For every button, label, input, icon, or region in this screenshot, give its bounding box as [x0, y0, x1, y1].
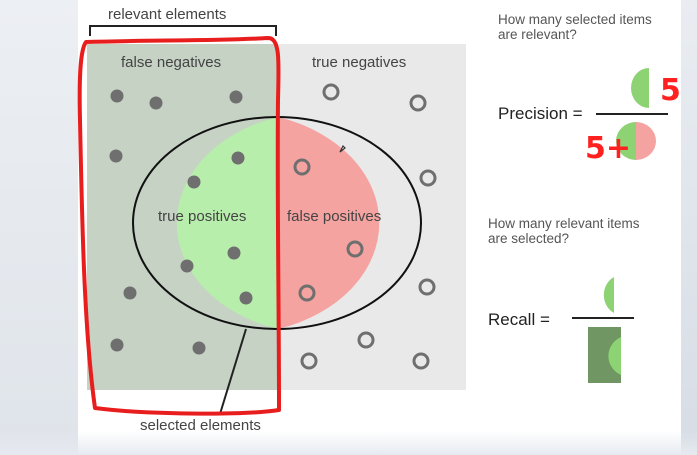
- precision-label: Precision =: [498, 104, 583, 123]
- precision-question: How many selected items are relevant?: [498, 12, 652, 42]
- irrelevant-dot: [300, 352, 318, 370]
- irrelevant-dot: [322, 83, 340, 101]
- background-left-panel: [0, 0, 78, 455]
- false-positives-label: false positives: [287, 208, 382, 225]
- false-negatives-label: false negatives: [121, 54, 222, 71]
- relevant-dot: [192, 341, 206, 355]
- irrelevant-dot: [357, 331, 375, 349]
- precision-denominator-fp: [636, 122, 656, 160]
- precision-annotation-top: 5: [660, 73, 681, 108]
- relevant-elements-label: relevant elements: [108, 6, 227, 23]
- relevant-dot: [231, 151, 245, 165]
- background-right-panel: [681, 0, 697, 455]
- irrelevant-dot: [419, 169, 437, 187]
- relevant-dot: [123, 286, 137, 300]
- relevant-dot: [227, 246, 241, 260]
- red-annotation-outline: [77, 36, 281, 416]
- relevant-elements-bracket: [89, 25, 277, 36]
- background-bottom-strip: [0, 431, 697, 455]
- false-positives-region: [278, 117, 380, 329]
- true-positives-label: true positives: [158, 208, 247, 225]
- relevant-dot: [187, 175, 201, 189]
- relevant-dot: [149, 96, 163, 110]
- irrelevant-dot: [412, 352, 430, 370]
- irrelevant-dot: [418, 278, 436, 296]
- relevant-dot: [229, 90, 243, 104]
- relevant-dots: [109, 89, 253, 355]
- recall-label: Recall =: [488, 310, 550, 329]
- precision-numerator-half-circle: [631, 68, 649, 108]
- irrelevant-dot: [293, 158, 311, 176]
- true-positives-region: [176, 117, 278, 329]
- true-negatives-label: true negatives: [312, 54, 407, 71]
- precision-annotation-bottom: 5+: [585, 131, 631, 166]
- relevant-dot: [110, 338, 124, 352]
- precision-denominator-tp: [616, 122, 636, 160]
- relevant-dot: [110, 89, 124, 103]
- irrelevant-dot: [409, 94, 427, 112]
- recall-question: How many relevant items are selected?: [488, 216, 640, 246]
- selected-elements-pointer: [219, 328, 247, 415]
- relevant-dot: [109, 149, 123, 163]
- recall-numerator-half-circle: [603, 277, 614, 313]
- irrelevant-dots: [293, 83, 437, 370]
- cursor-mark: [339, 144, 346, 153]
- irrelevant-dot: [346, 240, 364, 258]
- selected-elements-label: selected elements: [140, 417, 261, 434]
- relevant-dot: [180, 259, 194, 273]
- recall-denominator-half-circle: [608, 337, 621, 375]
- irrelevant-dot: [298, 284, 316, 302]
- relevant-dot: [239, 291, 253, 305]
